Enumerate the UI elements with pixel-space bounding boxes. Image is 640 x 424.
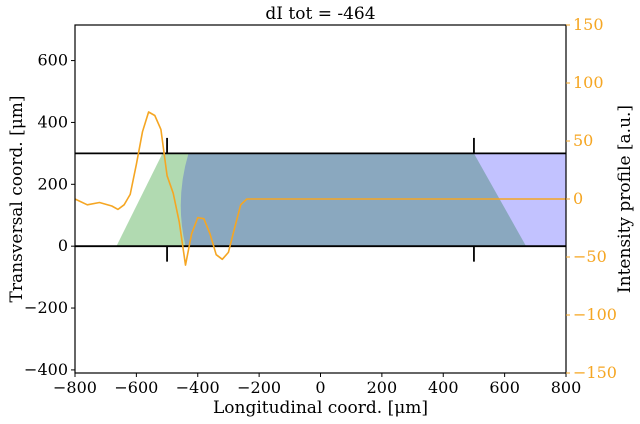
right-tick-label: −100: [573, 305, 617, 324]
x-tick-label: 800: [551, 378, 582, 397]
green-region: [116, 153, 192, 247]
right-tick-label: −50: [573, 247, 607, 266]
right-tick-label: 50: [573, 131, 593, 150]
left-tick-label: −400: [24, 360, 68, 379]
x-tick-label: 0: [315, 378, 325, 397]
left-tick-label: 400: [37, 112, 68, 131]
right-tick-label: −150: [573, 363, 617, 382]
left-tick-label: 0: [58, 236, 68, 255]
x-tick-label: −600: [114, 378, 158, 397]
right-y-axis-label: Intensity profile [a.u.]: [615, 105, 635, 293]
series: [74, 111, 566, 266]
left-tick-label: 600: [37, 51, 68, 70]
x-axis-label: Longitudinal coord. [μm]: [213, 398, 428, 418]
right-tick-label: 150: [573, 15, 604, 34]
ticks: −800 −600 −400 −200 0 200 400 600 800 −400 −200 0 20…: [24, 15, 617, 397]
x-tick-label: −200: [237, 378, 281, 397]
boundaries: [75, 137, 566, 262]
right-tick-label: 0: [573, 189, 583, 208]
x-tick-label: 600: [489, 378, 520, 397]
x-tick-label: −800: [53, 378, 97, 397]
left-y-axis-label: Transversal coord. [μm]: [7, 95, 27, 302]
x-tick-label: −400: [176, 378, 220, 397]
left-tick-label: −200: [24, 298, 68, 317]
left-tick-label: 200: [37, 174, 68, 193]
right-tick-label: 100: [573, 73, 604, 92]
x-tick-label: 200: [367, 378, 398, 397]
chart-title: dI tot = -464: [265, 4, 375, 24]
intensity-line-0: [74, 111, 566, 266]
x-tick-label: 400: [428, 378, 459, 397]
